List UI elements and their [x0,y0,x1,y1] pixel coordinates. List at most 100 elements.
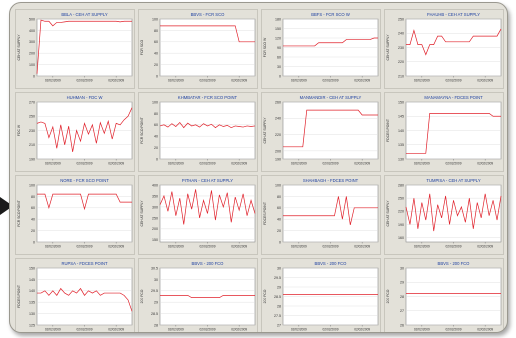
x-tick-label: 02/02/2009 [477,162,493,166]
y-tick-label: 0 [156,157,158,161]
y-axis-label: FCR SCO POINT [140,117,144,144]
y-tick-label: 250 [398,17,404,21]
y-axis-label: FDC W [17,124,21,136]
x-tick-label: 02/02/2009 [77,328,93,332]
y-tick-label: 27 [400,309,404,313]
y-tick-label: 300 [29,40,35,44]
y-tick-label: 80 [154,29,158,33]
y-tick-label: 300 [152,205,158,209]
x-tick-label: 02/02/2009 [354,245,370,249]
x-tick-label: 02/02/2009 [323,328,339,332]
chart-svg: SHAHBAGH - FDCES POINT 100 80 60 40 20 0 FDCES … [261,175,381,255]
chart-title: FHAUHB - CEH AT SUPPLY [427,12,480,17]
series-line [406,28,502,56]
chart-title: BBVS - 200 FCO [438,261,471,266]
x-tick-label: 02/02/2009 [231,245,247,249]
y-tick-label: 350 [152,194,158,198]
chart-title: BBVS - 200 FCO [315,261,348,266]
chart-svg: BBFS - FCR SCO W 180 150 120 90 60 30 0 FCR SCO … [261,9,381,89]
x-tick-label: 02/02/2009 [291,328,307,332]
y-tick-label: 29 [400,281,404,285]
y-tick-label: 60 [154,40,158,44]
chart-11: SHAHBAGH - FDCES POINT 100 80 60 40 20 0 FDCES … [261,175,381,255]
chart-7: MANMANDIR - CEH AT SUPPLY 260 240 220 200 190… [261,92,381,172]
y-tick-label: 190 [275,157,281,161]
x-tick-label: 02/02/2009 [354,162,370,166]
y-axis-label: FCR SCO W [263,37,267,57]
y-tick-label: 90 [277,46,281,50]
y-tick-label: 250 [152,216,158,220]
chart-title: PITHAN - CEH AT SUPPLY [182,178,233,183]
y-axis-label: FDCES POINT [386,119,390,142]
y-tick-label: 280 [398,183,404,187]
y-tick-label: 100 [152,17,158,21]
chart-8: MANAMAYNA - FDCES POINT 150 145 140 135 130 FD… [384,92,504,172]
chart-16: BBVS - 200 FCO 30 29 28 27 26 200 FCO 02/02/200… [384,258,504,332]
y-tick-label: 80 [31,195,35,199]
x-tick-label: 02/02/2009 [477,79,493,83]
y-tick-label: 20 [154,63,158,67]
chart-svg: NORE - FCR SCO POINT 100 80 60 40 20 0 FCR SCO … [15,175,135,255]
y-tick-label: 20 [154,146,158,150]
y-tick-label: 0 [33,240,35,244]
x-tick-label: 02/02/2009 [200,162,216,166]
y-tick-label: 190 [29,157,35,161]
chart-svg: BBVS - 200 FCO 30 29.5 29 28.5 28 27.5 27 200 FC… [261,258,381,332]
x-tick-label: 02/02/2009 [77,245,93,249]
y-tick-label: 60 [154,123,158,127]
y-tick-label: 130 [398,157,404,161]
y-axis-label: FCR SCO POINT [17,200,21,227]
chart-5: HUHMAN - FDC W 270 250 230 210 190 FDC W 02/02/… [15,92,135,172]
x-tick-label: 02/02/2009 [168,328,184,332]
y-axis-label: CEH AT SUPPLY [17,34,21,61]
y-tick-label: 150 [275,27,281,31]
y-tick-label: 240 [275,117,281,121]
chart-title: KHMBATAR - FCR SCO POINT [178,95,238,100]
y-tick-label: 29 [277,285,281,289]
x-tick-label: 02/02/2009 [477,328,493,332]
x-tick-label: 02/02/2009 [414,79,430,83]
y-tick-label: 100 [29,183,35,187]
x-tick-label: 02/02/2009 [200,79,216,83]
y-tick-label: 150 [398,100,404,104]
y-axis-label: CEH AT SUPPLY [386,34,390,61]
x-tick-label: 02/02/2009 [200,328,216,332]
y-axis-label: 200 FCO [263,289,267,303]
series-line [283,109,378,148]
chart-13: RUPSA - FDCES POINT 150 145 140 135 130 125 FDC… [15,258,135,332]
y-tick-label: 250 [29,115,35,119]
y-tick-label: 30.5 [151,266,158,270]
y-tick-label: 28 [400,295,404,299]
series-line [36,19,132,74]
x-tick-label: 02/02/2009 [108,79,124,83]
x-tick-label: 02/02/2009 [446,245,462,249]
y-axis-label: CEH AT SUPPLY [386,200,390,227]
y-tick-label: 140 [398,129,404,133]
y-tick-label: 200 [275,149,281,153]
y-tick-label: 210 [29,143,35,147]
series-line [160,25,255,43]
y-tick-label: 60 [277,55,281,59]
y-tick-label: 160 [398,236,404,240]
y-tick-label: 250 [398,197,404,201]
x-tick-label: 02/02/2009 [200,245,216,249]
x-tick-label: 02/02/2009 [231,79,247,83]
x-tick-label: 02/02/2009 [77,162,93,166]
chart-svg: RUPSA - FDCES POINT 150 145 140 135 130 125 FDC… [15,258,135,332]
x-tick-label: 02/02/2009 [77,79,93,83]
y-tick-label: 240 [398,32,404,36]
y-tick-label: 40 [277,218,281,222]
series-line [160,295,255,298]
chart-title: BBVS - 200 FCO [192,261,225,266]
y-tick-label: 30 [277,65,281,69]
y-axis-label: 200 FCO [386,289,390,303]
chart-title: RUPSA - FDCES POINT [61,261,108,266]
series-line [405,193,502,232]
y-axis-label: CEH AT SUPPLY [140,200,144,227]
x-tick-label: 02/02/2009 [446,79,462,83]
x-tick-label: 02/02/2009 [446,328,462,332]
y-tick-label: 40 [31,218,35,222]
y-tick-label: 220 [398,210,404,214]
plot-area [159,101,256,160]
series-line [159,189,256,225]
